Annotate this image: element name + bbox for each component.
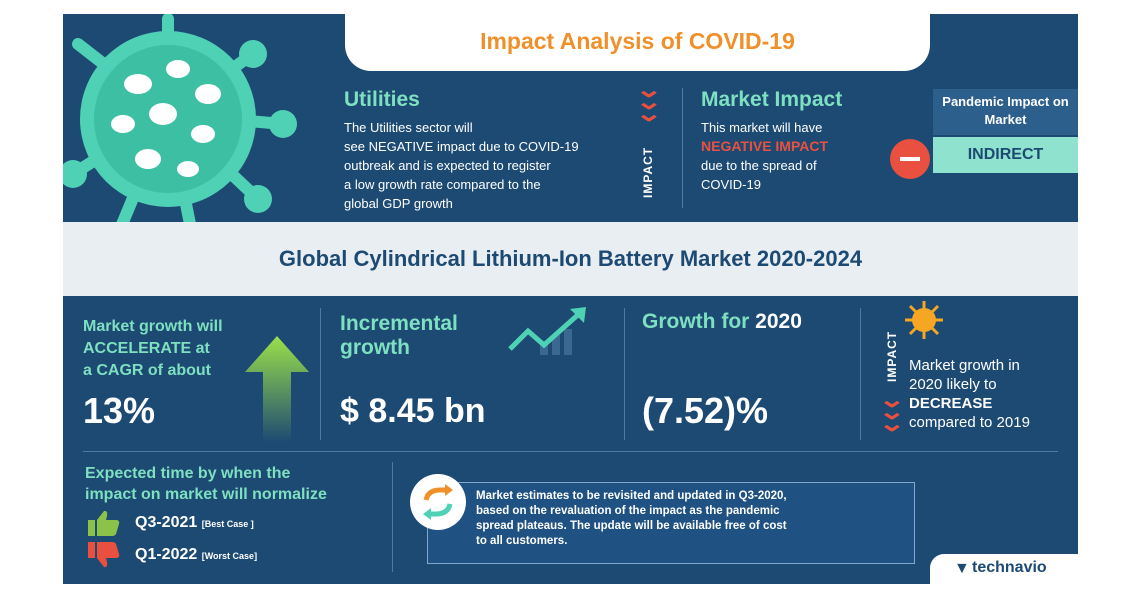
growth-year: 2020	[755, 310, 802, 333]
sun-virus-icon	[905, 301, 943, 339]
thumbs-up-icon	[88, 510, 120, 536]
growth-2020-heading: Growth for 2020	[642, 310, 802, 334]
growth-2020-value: (7.52)%	[642, 390, 769, 431]
utilities-text-4: a low growth rate compared to the	[344, 177, 541, 192]
notice-text-3: spread plateaus. The update will be avai…	[476, 520, 787, 532]
normalize-heading-1: Expected time by when the	[85, 465, 291, 482]
notice-text-1: Market estimates to be revisited and upd…	[476, 490, 787, 502]
impact-2020-label: IMPACT	[885, 330, 899, 382]
page-title: Impact Analysis of COVID-19	[480, 28, 795, 54]
utilities-text-1: The Utilities sector will	[344, 120, 473, 135]
utilities-text-2: see NEGATIVE impact due to COVID-19	[344, 139, 579, 154]
worst-case-note: [Worst Case]	[201, 551, 258, 561]
impact-2020-text-1: Market growth in	[909, 357, 1020, 374]
incremental-text-1: Incremental	[340, 312, 458, 335]
pandemic-impact-value: INDIRECT	[967, 146, 1044, 163]
incremental-value: $ 8.45 bn	[340, 392, 486, 430]
header-tab: Impact Analysis of COVID-19	[345, 14, 930, 71]
best-case-row: Q3-2021 [Best Case ]	[135, 514, 254, 532]
incremental-block: Incremental growth	[340, 312, 458, 360]
refresh-icon	[410, 474, 466, 530]
trend-up-icon	[508, 307, 586, 355]
cagr-text-2: ACCELERATE at	[83, 340, 210, 357]
thumbs-down-icon	[88, 542, 120, 568]
notice-text-2: based on the revaluation of the impact a…	[476, 505, 780, 517]
utilities-block: Utilities The Utilities sector will see …	[344, 88, 634, 213]
impact-2020-text-2: 2020 likely to	[909, 376, 997, 393]
notice-box	[427, 482, 915, 564]
minus-icon	[890, 139, 930, 179]
utilities-text-3: outbreak and is expected to register	[344, 158, 551, 173]
best-case-period: Q3-2021	[135, 514, 198, 531]
virus-icon	[63, 14, 297, 256]
divider-1	[320, 308, 321, 440]
brand-logo: ▼ technavio	[930, 554, 1080, 584]
best-case-note: [Best Case ]	[201, 519, 254, 529]
bottom-separator	[83, 451, 1058, 452]
top-divider	[682, 88, 683, 208]
decrease-chevrons-icon: ⌄ ⌄ ⌄	[878, 387, 906, 436]
notice-text: Market estimates to be revisited and upd…	[476, 489, 906, 549]
market-impact-text-3: due to the spread of	[701, 158, 817, 173]
market-title-band: Global Cylindrical Lithium-Ion Battery M…	[63, 222, 1078, 296]
divider-4	[392, 462, 393, 572]
utilities-heading: Utilities	[344, 88, 420, 111]
worst-case-period: Q1-2022	[135, 546, 198, 563]
cagr-text-3: a CAGR of about	[83, 362, 211, 379]
market-impact-heading: Market Impact	[701, 88, 843, 111]
pandemic-impact-box: Pandemic Impact on Market	[933, 89, 1078, 135]
impact-2020-text-4: compared to 2019	[909, 414, 1030, 431]
incremental-text-2: growth	[340, 336, 410, 359]
worst-case-row: Q1-2022 [Worst Case]	[135, 546, 257, 564]
impact-2020-text: Market growth in 2020 likely to DECREASE…	[909, 356, 1074, 432]
market-impact-highlight: NEGATIVE IMPACT	[701, 138, 829, 154]
notice-text-4: to all customers.	[476, 535, 568, 547]
growth-label: Growth for	[642, 310, 750, 333]
normalize-heading-2: impact on market will normalize	[85, 486, 327, 503]
market-impact-text-1: This market will have	[701, 120, 823, 135]
market-impact-block: Market Impact This market will have NEGA…	[701, 88, 881, 194]
cagr-text-1: Market growth will	[83, 318, 223, 335]
utilities-chevrons-icon: ⌄ ⌄ ⌄	[635, 77, 663, 126]
normalize-heading: Expected time by when the impact on mark…	[85, 463, 327, 505]
utilities-impact-label: IMPACT	[641, 146, 655, 198]
brand-name: technavio	[972, 559, 1047, 576]
up-arrow-icon	[245, 336, 309, 442]
cagr-block: Market growth will ACCELERATE at a CAGR …	[83, 316, 253, 382]
cagr-value: 13%	[83, 390, 156, 431]
utilities-text-5: global GDP growth	[344, 196, 453, 211]
market-title: Global Cylindrical Lithium-Ion Battery M…	[278, 246, 863, 271]
divider-3	[860, 308, 861, 440]
pandemic-impact-value-box: INDIRECT	[933, 137, 1078, 173]
brand-mark-icon: ▼	[954, 560, 970, 577]
market-impact-text-4: COVID-19	[701, 177, 761, 192]
impact-2020-highlight: DECREASE	[909, 395, 993, 412]
pandemic-impact-heading: Pandemic Impact on Market	[942, 94, 1069, 127]
divider-2	[624, 308, 625, 440]
